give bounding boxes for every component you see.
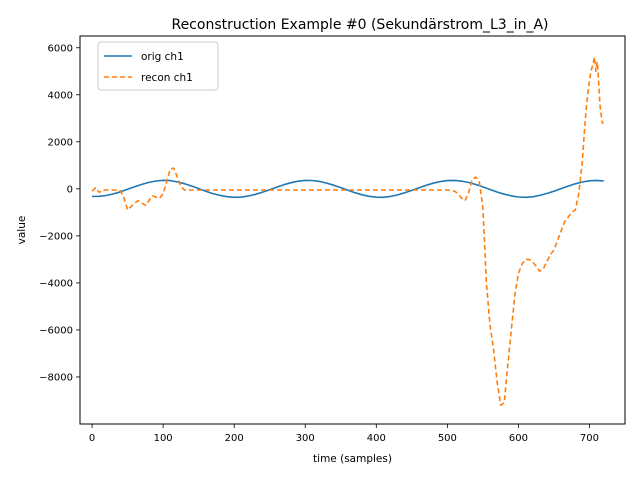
x-axis-label: time (samples) (313, 453, 392, 465)
y-tick-label: 2000 (48, 137, 73, 148)
y-axis-label: value (16, 216, 28, 245)
y-tick-label: −6000 (39, 325, 73, 336)
x-tick-label: 200 (225, 433, 244, 444)
x-tick-label: 500 (438, 433, 457, 444)
x-tick-label: 600 (509, 433, 528, 444)
x-tick-label: 0 (89, 433, 95, 444)
y-tick-label: 4000 (48, 90, 73, 101)
series-line-orig-ch1 (92, 179, 604, 199)
chart-title: Reconstruction Example #0 (Sekundärstrom… (171, 17, 548, 33)
x-axis: 0 100 200 300 400 500 600 700 (89, 424, 599, 444)
series-line-recon-ch1 (91, 56, 604, 407)
y-tick-label: 0 (67, 184, 73, 195)
legend-label-orig: orig ch1 (141, 51, 184, 63)
x-tick-label: 300 (296, 433, 315, 444)
y-tick-label: 6000 (48, 43, 73, 54)
legend-label-recon: recon ch1 (141, 72, 193, 84)
y-tick-label: −4000 (39, 278, 73, 289)
legend: orig ch1 recon ch1 (97, 41, 219, 91)
plot-area (79, 35, 626, 425)
legend-box (97, 41, 219, 91)
x-tick-label: 100 (154, 433, 173, 444)
axes-frame (79, 35, 626, 425)
series-layer (91, 56, 604, 407)
x-tick-label: 700 (580, 433, 599, 444)
y-tick-label: −2000 (39, 231, 73, 242)
x-tick-label: 400 (367, 433, 386, 444)
y-axis: −8000 −6000 −4000 −2000 0 2000 4000 6000 (39, 43, 80, 383)
y-tick-label: −8000 (39, 372, 73, 383)
